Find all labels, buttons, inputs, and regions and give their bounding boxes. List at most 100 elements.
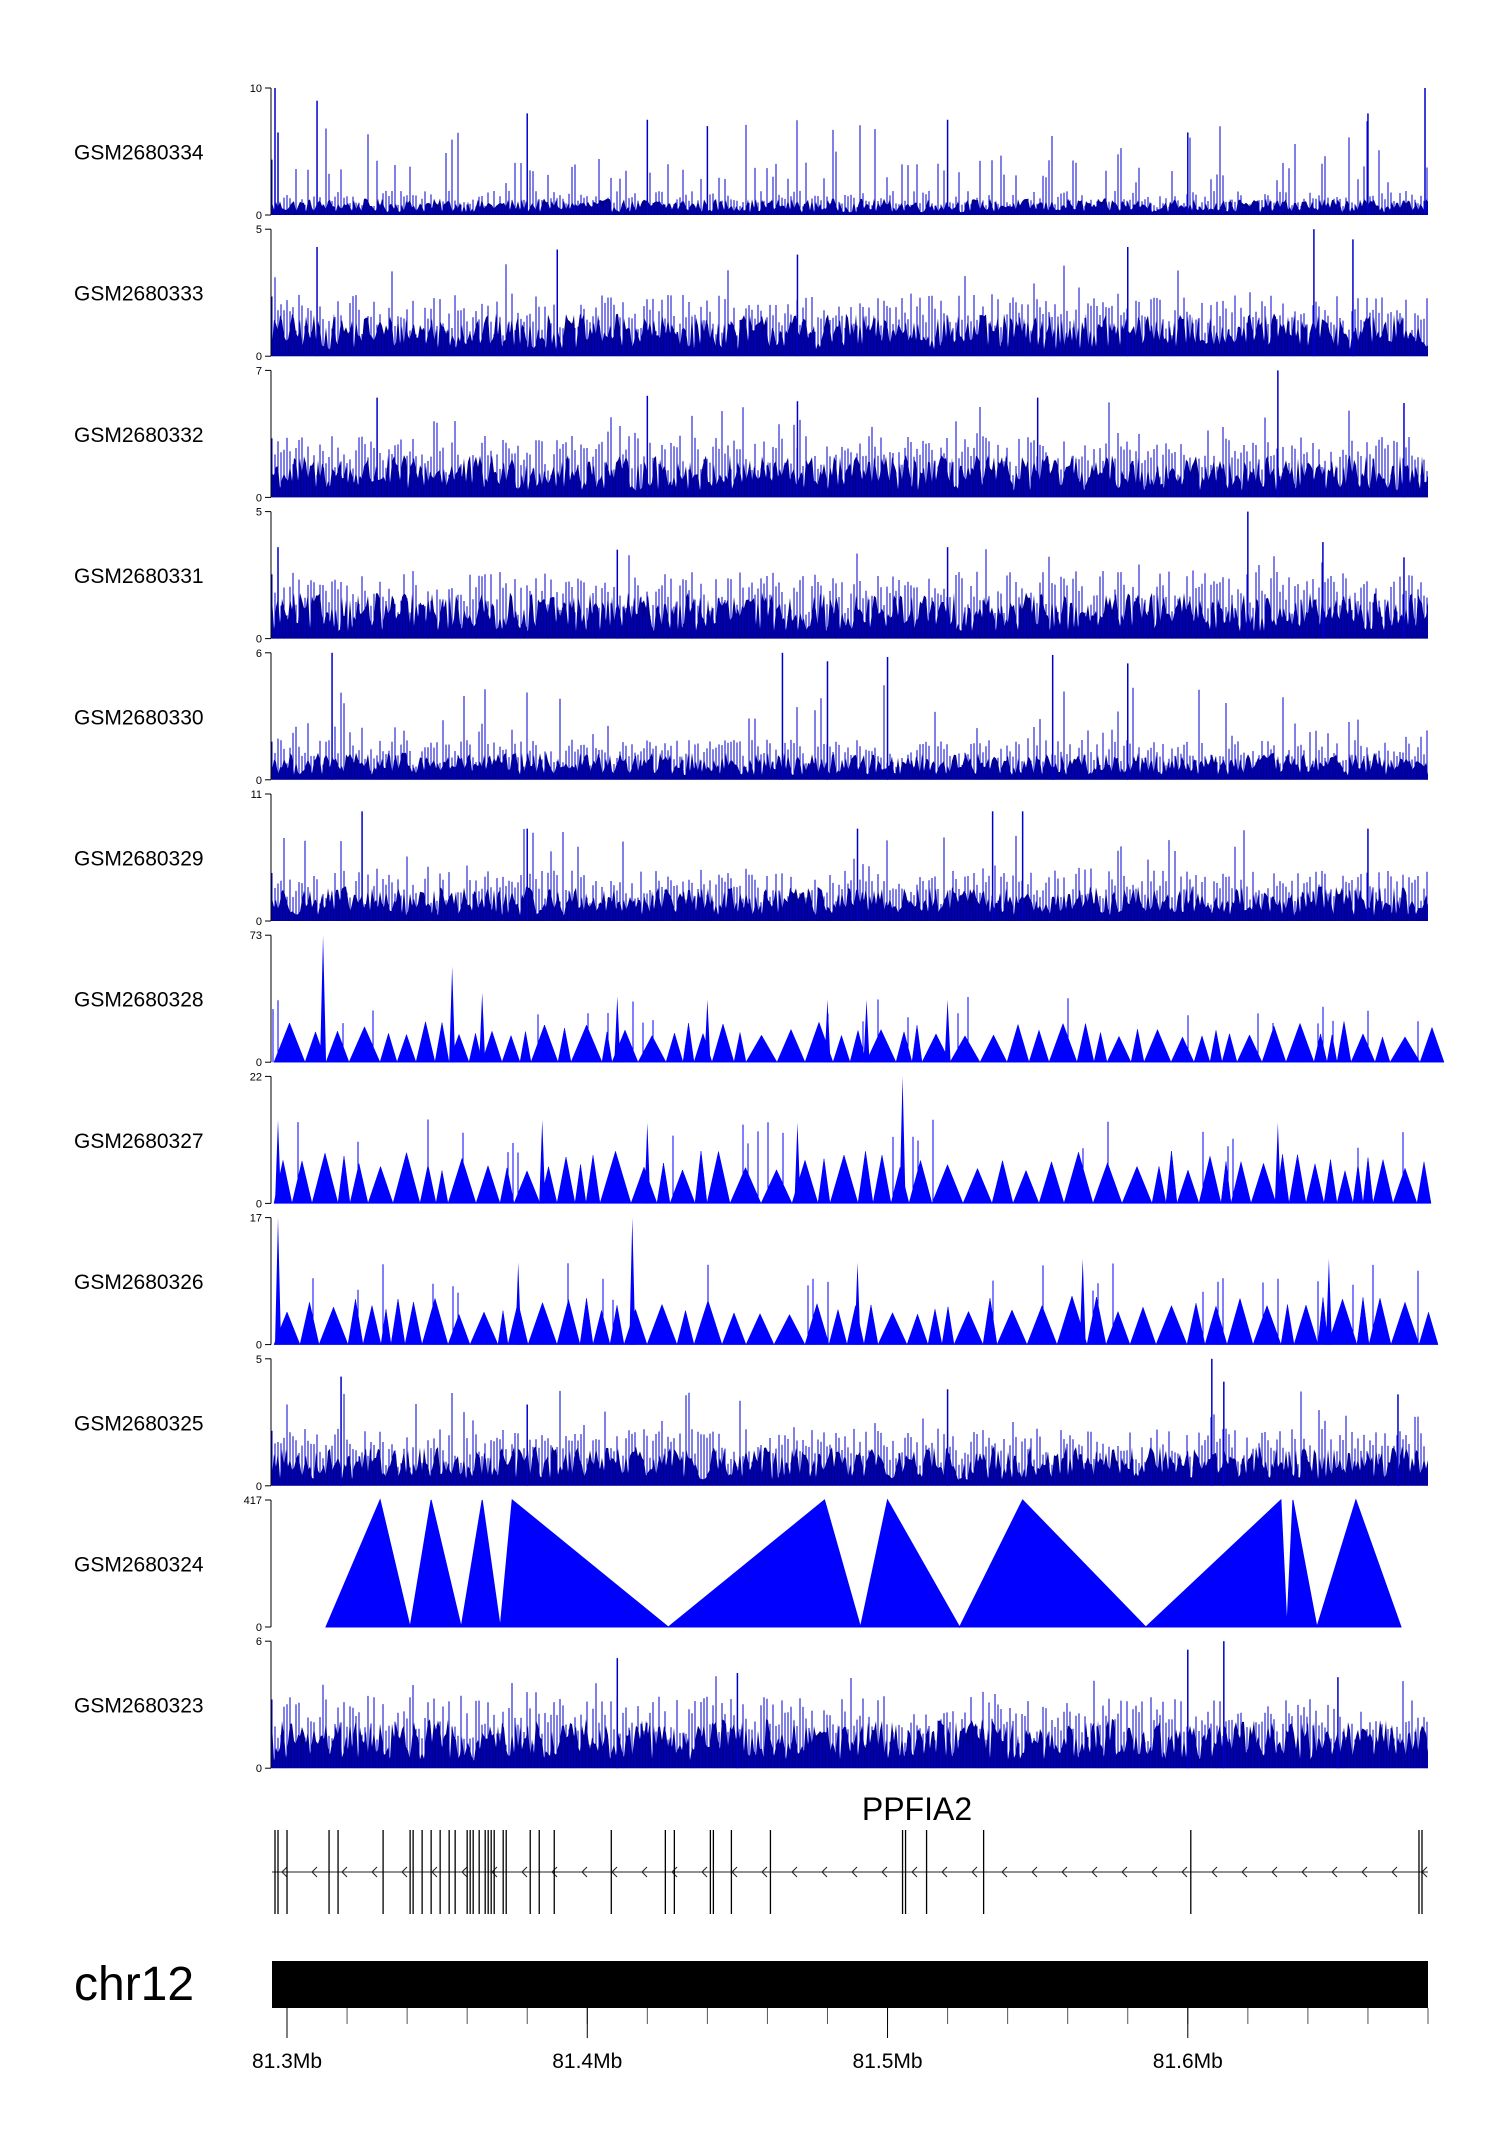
peak-mark — [863, 999, 870, 1063]
chromosome-ideogram: chr12 — [74, 1958, 1428, 2011]
strand-arrow-icon — [371, 1866, 378, 1878]
strand-arrow-icon — [281, 1866, 288, 1878]
track-label: GSM2680333 — [74, 283, 204, 306]
peak-mark — [899, 1076, 906, 1204]
strand-arrow-icon — [551, 1866, 558, 1878]
track-GSM2680328: GSM2680328 73 0 — [74, 930, 1445, 1069]
track-label: GSM2680325 — [74, 1412, 204, 1435]
strand-arrow-icon — [821, 1866, 828, 1878]
track-GSM2680331: GSM2680331 5 0 — [74, 507, 1428, 646]
y-tick-label: 417 — [244, 1495, 262, 1507]
coverage-spikes — [312, 1263, 1419, 1345]
coverage-spikes — [271, 685, 1428, 780]
strand-arrow-icon — [521, 1866, 528, 1878]
strand-arrow-icon — [851, 1866, 858, 1878]
strand-arrow-icon — [1121, 1866, 1128, 1878]
strand-arrow-icon — [791, 1866, 798, 1878]
y-tick-label: 0 — [256, 1622, 262, 1634]
strand-arrow-icon — [1061, 1866, 1068, 1878]
strand-arrow-icon — [971, 1866, 978, 1878]
y-tick-label: 6 — [256, 648, 262, 660]
track-GSM2680324: GSM2680324 417 0 — [74, 1495, 1402, 1634]
strand-arrow-icon — [401, 1866, 408, 1878]
y-tick-label: 22 — [250, 1071, 262, 1083]
peak-mark — [704, 999, 711, 1063]
y-tick-label: 17 — [250, 1213, 262, 1225]
peak-mark — [539, 1119, 546, 1204]
track-GSM2680334: GSM2680334 10 0 — [74, 83, 1428, 222]
strand-arrow-icon — [1181, 1866, 1188, 1878]
y-tick-label: 7 — [256, 365, 262, 377]
track-label: GSM2680324 — [74, 1554, 204, 1577]
track-label: GSM2680326 — [74, 1271, 204, 1294]
genome-axis: 81.3Mb 81.4Mb 81.5Mb 81.6Mb — [252, 2008, 1429, 2073]
y-tick-label: 0 — [256, 1481, 262, 1493]
strand-arrow-icon — [941, 1866, 948, 1878]
chromosome-bar — [272, 1961, 1428, 2008]
y-tick-label: 11 — [251, 789, 262, 801]
y-tick-label: 0 — [256, 916, 262, 928]
strand-arrow-icon — [461, 1866, 468, 1878]
track-GSM2680323: GSM2680323 6 0 — [74, 1636, 1428, 1775]
coverage-area — [272, 752, 1428, 780]
y-tick-label: 0 — [256, 775, 262, 787]
peak-mark — [320, 935, 327, 1063]
peak-mark — [614, 996, 621, 1063]
track-label: GSM2680329 — [74, 848, 204, 871]
y-tick-label: 0 — [256, 1763, 262, 1775]
strand-arrow-icon — [491, 1866, 498, 1878]
coverage-spikes — [271, 402, 1428, 498]
strand-arrow-icon — [1271, 1866, 1278, 1878]
x-tick-label: 81.6Mb — [1153, 2050, 1223, 2073]
coverage-area — [273, 1150, 1432, 1204]
coverage-area — [272, 1446, 1428, 1486]
coverage-spikes — [271, 549, 1428, 639]
coverage-spikes — [271, 1676, 1428, 1769]
strand-arrow-icon — [701, 1866, 708, 1878]
strand-arrow-icon — [1091, 1866, 1098, 1878]
track-GSM2680333: GSM2680333 5 0 — [74, 224, 1428, 363]
coverage-area — [272, 313, 1428, 357]
x-tick-label: 81.5Mb — [853, 2050, 923, 2073]
track-GSM2680325: GSM2680325 5 0 — [74, 1354, 1428, 1493]
peak-mark — [944, 999, 951, 1063]
strand-arrow-icon — [1241, 1866, 1248, 1878]
peak-mark — [275, 1119, 282, 1204]
strand-arrow-icon — [1391, 1866, 1398, 1878]
peak-mark — [629, 1217, 636, 1345]
coverage-area — [325, 1498, 1402, 1629]
coverage-area — [272, 886, 1428, 921]
strand-arrow-icon — [671, 1866, 678, 1878]
strand-arrow-icon — [581, 1866, 588, 1878]
coverage-spikes — [271, 264, 1428, 357]
y-tick-label: 73 — [250, 930, 262, 942]
peak-mark — [515, 1262, 522, 1345]
coverage-area — [272, 1718, 1428, 1769]
track-GSM2680326: GSM2680326 17 0 — [74, 1213, 1439, 1352]
y-tick-label: 5 — [256, 224, 262, 236]
strand-arrow-icon — [1301, 1866, 1308, 1878]
gene-name-label: PPFIA2 — [862, 1791, 972, 1827]
peak-mark — [1325, 1258, 1332, 1345]
track-GSM2680327: GSM2680327 22 0 — [74, 1071, 1432, 1210]
y-tick-label: 5 — [256, 1354, 262, 1366]
strand-arrow-icon — [881, 1866, 888, 1878]
strand-arrow-icon — [1331, 1866, 1338, 1878]
peak-mark — [275, 1217, 282, 1345]
peak-mark — [1079, 1258, 1086, 1345]
strand-arrow-icon — [911, 1866, 918, 1878]
track-label: GSM2680323 — [74, 1695, 204, 1718]
track-label: GSM2680331 — [74, 565, 204, 588]
coverage-area — [272, 592, 1428, 639]
strand-arrow-icon — [1031, 1866, 1038, 1878]
coverage-area — [272, 198, 1428, 215]
y-tick-label: 5 — [256, 507, 262, 519]
y-tick-label: 0 — [256, 1198, 262, 1210]
strand-arrow-icon — [611, 1866, 618, 1878]
peak-mark — [449, 966, 456, 1063]
coverage-area — [272, 455, 1428, 498]
y-tick-label: 6 — [256, 1636, 262, 1648]
strand-arrow-icon — [341, 1866, 348, 1878]
strand-arrow-icon — [1001, 1866, 1008, 1878]
coverage-area — [273, 1021, 1445, 1063]
